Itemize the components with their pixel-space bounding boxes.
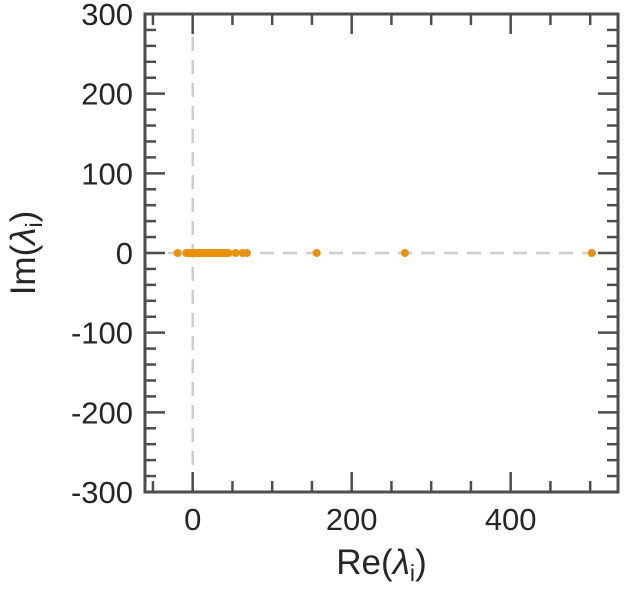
data-point bbox=[312, 249, 321, 257]
lambda-symbol: λ bbox=[4, 227, 44, 245]
data-point bbox=[400, 249, 409, 257]
data-point bbox=[231, 249, 240, 257]
lambda-symbol: λ bbox=[392, 543, 410, 582]
data-point bbox=[587, 249, 596, 257]
y-tick-label: 100 bbox=[81, 156, 133, 191]
data-point bbox=[173, 249, 182, 257]
x-axis-label-subscript: i bbox=[409, 559, 416, 586]
y-tick-label: 200 bbox=[81, 77, 133, 112]
y-axis-label-func: Im( bbox=[4, 244, 44, 296]
x-tick-label: 0 bbox=[184, 502, 201, 537]
data-point bbox=[224, 249, 233, 257]
x-tick-label: 400 bbox=[485, 502, 537, 537]
y-tick-label: 300 bbox=[81, 0, 133, 32]
x-axis-label-close: ) bbox=[415, 543, 427, 582]
y-tick-label: -100 bbox=[71, 316, 133, 351]
y-axis-label-subscript: i bbox=[20, 222, 47, 228]
y-tick-label: -300 bbox=[71, 475, 133, 510]
x-axis-label: Re(λi) bbox=[145, 543, 618, 587]
x-axis-label-func: Re( bbox=[336, 543, 393, 582]
data-point bbox=[242, 249, 251, 257]
y-tick-label: 0 bbox=[116, 236, 133, 271]
y-axis-label-close: ) bbox=[4, 210, 44, 223]
y-axis-label: Im(λi) bbox=[4, 211, 48, 296]
x-tick-label: 200 bbox=[326, 502, 378, 537]
y-tick-label: -200 bbox=[71, 395, 133, 430]
